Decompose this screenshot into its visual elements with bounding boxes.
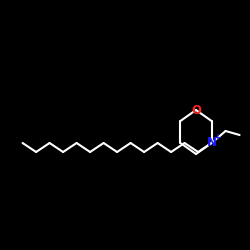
Text: O: O — [191, 104, 201, 117]
Text: +: + — [214, 132, 222, 141]
Text: N: N — [206, 136, 216, 149]
